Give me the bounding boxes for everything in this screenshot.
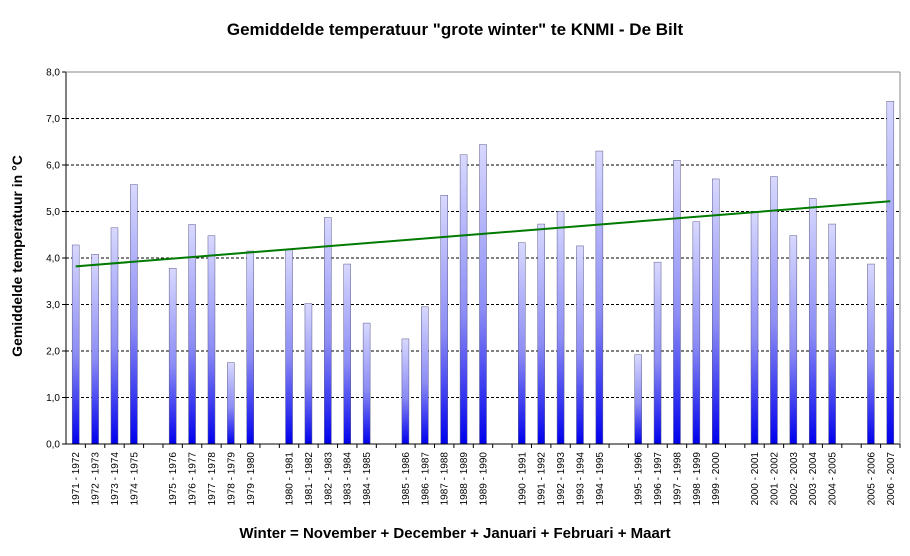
bar <box>789 235 798 445</box>
x-tick-label: 1998 - 1999 <box>692 452 703 506</box>
bar <box>692 221 701 445</box>
x-tick-label: 1997 - 1998 <box>672 452 683 506</box>
x-tick-label: 2002 - 2003 <box>789 452 800 506</box>
y-tick-label: 0,0 <box>46 440 60 451</box>
axes-group <box>62 71 901 448</box>
x-tick-label: 1993 - 1994 <box>575 452 586 506</box>
y-tick-label: 7,0 <box>46 114 60 125</box>
x-tick-label: 1994 - 1995 <box>595 452 606 506</box>
bar <box>168 267 177 445</box>
bar <box>711 178 720 445</box>
bar <box>324 217 332 445</box>
bar <box>479 144 487 445</box>
bar <box>421 306 429 445</box>
y-tick-label: 2,0 <box>46 347 60 358</box>
bar <box>673 160 681 445</box>
x-tick-label: 1984 - 1985 <box>362 452 373 506</box>
y-tick-label: 8,0 <box>46 68 60 79</box>
bar <box>459 154 468 445</box>
bar <box>91 254 99 445</box>
bar <box>556 211 565 445</box>
bar <box>595 150 604 445</box>
bar <box>886 101 895 445</box>
y-tick-label: 6,0 <box>46 161 60 172</box>
bar <box>440 194 448 445</box>
bar <box>828 223 836 445</box>
x-tick-label: 1996 - 1997 <box>653 452 664 506</box>
bar <box>285 249 293 445</box>
x-tick-label: 1991 - 1992 <box>537 452 548 506</box>
x-tick-label: 1990 - 1991 <box>517 452 528 506</box>
x-tick-label: 2005 - 2006 <box>866 452 877 506</box>
y-tick-label: 3,0 <box>46 300 60 311</box>
x-tick-label: 2004 - 2005 <box>828 452 839 506</box>
x-tick-label: 1978 - 1979 <box>226 452 237 506</box>
x-tick-label: 1992 - 1993 <box>556 452 567 506</box>
x-tick-label: 1974 - 1975 <box>129 452 140 506</box>
bar <box>227 362 235 445</box>
bar <box>304 303 313 445</box>
x-tick-label: 1988 - 1989 <box>459 452 470 506</box>
bar <box>343 263 351 445</box>
bar <box>537 223 545 445</box>
bar <box>71 244 80 445</box>
bar <box>867 263 875 445</box>
x-tick-label: 1971 - 1972 <box>71 452 82 506</box>
trend-line <box>75 200 891 268</box>
x-tick-label: 1976 - 1977 <box>188 452 199 506</box>
bar <box>518 242 526 445</box>
x-tick-label: 1973 - 1974 <box>110 452 121 506</box>
x-tick-label: 1982 - 1983 <box>323 452 334 506</box>
x-tick-label: 1983 - 1984 <box>343 452 354 506</box>
bar <box>770 176 778 445</box>
trend-line-group <box>75 200 891 268</box>
bar <box>576 245 584 445</box>
bars-group <box>71 101 895 445</box>
bar <box>808 198 817 445</box>
bar <box>401 338 410 445</box>
x-tick-label: 1987 - 1988 <box>440 452 451 506</box>
bar <box>130 184 138 445</box>
x-tick-label: 1999 - 2000 <box>711 452 722 506</box>
x-axis-label: Winter = November + December + Januari +… <box>239 525 671 542</box>
x-tick-label: 1985 - 1986 <box>401 452 412 506</box>
x-tick-label: 1995 - 1996 <box>634 452 645 506</box>
bar <box>634 354 642 445</box>
x-tick-label: 1972 - 1973 <box>91 452 102 506</box>
bar <box>653 261 662 445</box>
bar <box>750 211 759 445</box>
bar <box>207 235 216 445</box>
chart-title: Gemiddelde temperatuur "grote winter" te… <box>226 20 684 39</box>
x-tick-label: 2003 - 2004 <box>808 452 819 506</box>
bar <box>246 250 255 445</box>
x-tick-label: 1986 - 1987 <box>420 452 431 506</box>
x-tick-label: 2006 - 2007 <box>886 452 897 506</box>
bar <box>110 227 119 445</box>
x-tick-label: 1989 - 1990 <box>479 452 490 506</box>
x-tick-label: 2000 - 2001 <box>750 452 761 506</box>
x-tick-label: 1975 - 1976 <box>168 452 179 506</box>
y-tick-label: 4,0 <box>46 254 60 265</box>
x-tick-labels: 1971 - 1972 1972 - 1973 1973 - 1974 1974 - … <box>71 452 897 506</box>
y-tick-labels: 0,0 1,0 2,0 3,0 4,0 5,0 6,0 7,0 8,0 <box>46 68 60 451</box>
x-tick-label: 2001 - 2002 <box>769 452 780 506</box>
x-tick-label: 1980 - 1981 <box>285 452 296 506</box>
x-tick-label: 1981 - 1982 <box>304 452 315 506</box>
bar <box>362 322 371 445</box>
y-tick-label: 5,0 <box>46 207 60 218</box>
y-tick-label: 1,0 <box>46 393 60 404</box>
x-tick-label: 1979 - 1980 <box>246 452 257 506</box>
x-tick-label: 1977 - 1978 <box>207 452 218 506</box>
